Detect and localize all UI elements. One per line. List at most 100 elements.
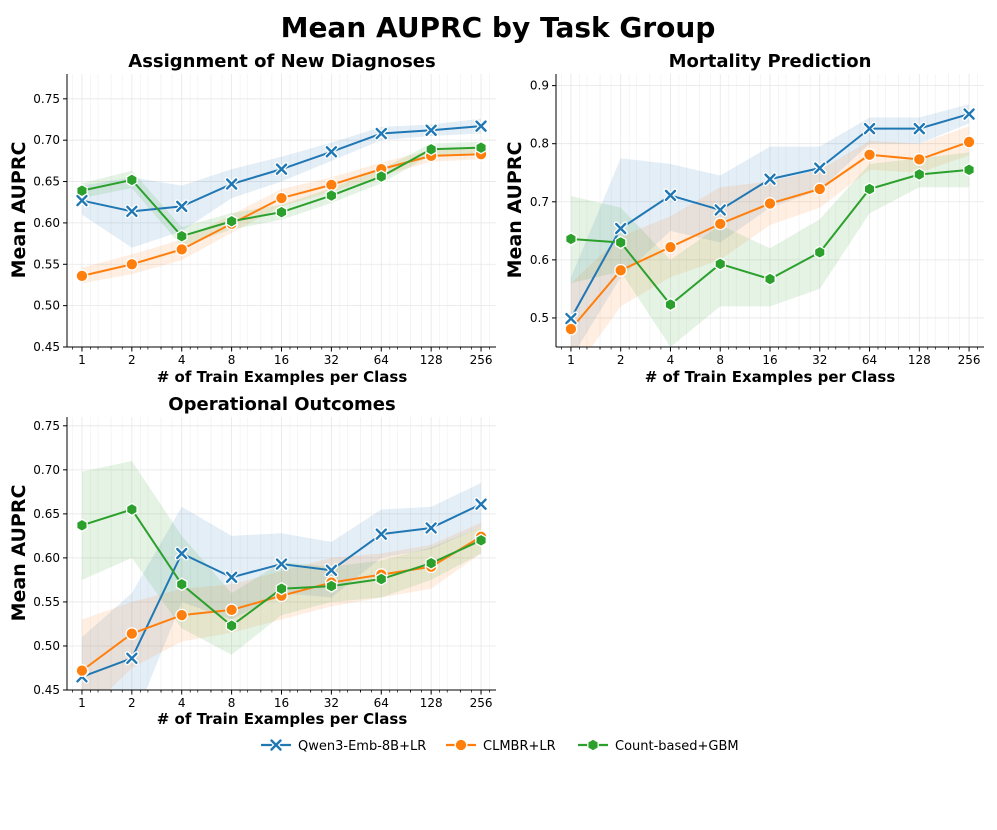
- point-qwen-32: [324, 144, 339, 159]
- point-count-gbm-64: [375, 169, 388, 184]
- x-tick-label: 16: [274, 353, 289, 367]
- y-tick-label: 0.50: [33, 299, 60, 313]
- point-qwen-16: [274, 557, 289, 572]
- y-tick-label: 0.75: [33, 92, 60, 106]
- point-count-gbm-2: [614, 235, 627, 250]
- point-count-gbm-4: [175, 229, 188, 243]
- point-clmbr-16: [763, 197, 777, 210]
- point-count-gbm-16: [275, 205, 288, 219]
- panel-title: Assignment of New Diagnoses: [128, 51, 435, 72]
- point-count-gbm-128: [913, 167, 926, 182]
- x-tick-label: 256: [958, 353, 981, 367]
- axes: 0.45 0.50 0.55 0.60 0.65 0.70 0.75 1 2 4 8 16 32 64 12…: [33, 417, 496, 710]
- point-qwen-8: [224, 570, 239, 585]
- legend-item-qwen: Qwen3-Emb-8B+LR: [261, 738, 426, 754]
- point-clmbr-2: [614, 263, 628, 277]
- point-clmbr-8: [225, 603, 239, 617]
- legend-symbol: [269, 738, 283, 752]
- series-markers: [74, 497, 489, 684]
- point-qwen-64: [374, 527, 389, 542]
- point-count-gbm-256: [963, 163, 975, 177]
- point-count-gbm-32: [325, 188, 338, 203]
- panel-operational-outcomes: Operational Outcomes # of Train Examples…: [8, 394, 496, 728]
- legend-symbol: [454, 738, 468, 752]
- x-tick-label: 64: [862, 353, 877, 367]
- x-tick-label: 128: [420, 696, 443, 710]
- point-count-gbm-16: [275, 581, 288, 596]
- ci-band-qwen: [81, 118, 482, 248]
- x-tick-label: 256: [470, 353, 493, 367]
- grid: [556, 74, 984, 347]
- x-tick-label: 2: [128, 696, 136, 710]
- point-qwen-1: [74, 193, 89, 208]
- legend-item-clmbr: CLMBR+LR: [446, 738, 556, 754]
- grid: [67, 74, 496, 348]
- point-count-gbm-128: [425, 142, 438, 157]
- ci-band-clmbr: [81, 522, 482, 690]
- x-axis-label: # of Train Examples per Class: [645, 368, 896, 386]
- legend-item-count-gbm: Count-based+GBM: [578, 738, 739, 754]
- y-tick-label: 0.55: [33, 595, 60, 609]
- point-qwen-256: [474, 497, 489, 512]
- y-tick-label: 0.45: [33, 340, 60, 354]
- legend-label-count-gbm: Count-based+GBM: [615, 739, 739, 754]
- point-qwen-64: [862, 121, 877, 136]
- point-clmbr-128: [912, 152, 926, 166]
- x-tick-label: 64: [374, 353, 389, 367]
- ci-band-clmbr: [570, 126, 970, 347]
- point-qwen-2: [613, 221, 628, 236]
- point-clmbr-2: [125, 627, 139, 641]
- point-count-gbm-4: [175, 577, 188, 592]
- y-tick-label: 0.65: [33, 175, 60, 189]
- y-tick-label: 0.70: [33, 463, 60, 477]
- point-clmbr-8: [713, 217, 727, 231]
- x-tick-label: 256: [470, 696, 493, 710]
- point-count-gbm-2: [126, 173, 138, 187]
- point-qwen-256: [474, 119, 489, 134]
- x-tick-label: 2: [617, 353, 625, 367]
- point-count-gbm-16: [764, 272, 776, 286]
- figure-title: Mean AUPRC by Task Group: [281, 11, 716, 44]
- point-clmbr-2: [125, 257, 139, 271]
- point-qwen-32: [324, 563, 339, 578]
- y-tick-label: 0.8: [530, 137, 549, 151]
- legend-label-clmbr: CLMBR+LR: [483, 739, 556, 754]
- point-qwen-16: [763, 172, 777, 187]
- point-clmbr-32: [813, 182, 827, 196]
- ci-band-count-gbm: [81, 461, 482, 655]
- point-qwen-2: [124, 204, 139, 219]
- y-tick-label: 0.55: [33, 257, 60, 271]
- legend-marker-qwen: [269, 738, 283, 752]
- y-tick-label: 0.5: [530, 311, 549, 325]
- point-count-gbm-64: [375, 572, 388, 586]
- x-tick-label: 1: [567, 353, 575, 367]
- ci-band-count-gbm: [81, 141, 482, 247]
- x-tick-label: 8: [228, 696, 236, 710]
- legend-symbol: [587, 738, 599, 752]
- point-count-gbm-8: [225, 214, 238, 229]
- point-clmbr-1: [75, 664, 89, 678]
- x-axis-label: # of Train Examples per Class: [157, 368, 408, 386]
- point-qwen-8: [224, 177, 239, 192]
- y-axis-label: Mean AUPRC: [504, 142, 526, 279]
- point-qwen-16: [274, 162, 289, 177]
- legend-marker-count-gbm: [587, 738, 599, 752]
- point-clmbr-64: [863, 148, 876, 162]
- y-tick-label: 0.7: [530, 195, 549, 209]
- x-tick-label: 16: [274, 696, 289, 710]
- x-tick-label: 4: [667, 353, 675, 367]
- axes: 0.45 0.50 0.55 0.60 0.65 0.70 0.75 1 2 4 8 16 32 64 12…: [33, 74, 496, 367]
- point-count-gbm-64: [863, 182, 876, 196]
- x-tick-label: 1: [78, 353, 86, 367]
- legend-label-qwen: Qwen3-Emb-8B+LR: [298, 739, 426, 754]
- y-tick-label: 0.60: [33, 216, 60, 230]
- point-qwen-1: [563, 311, 578, 326]
- point-count-gbm-8: [225, 618, 238, 633]
- x-tick-label: 32: [324, 696, 339, 710]
- point-count-gbm-32: [813, 245, 826, 260]
- point-qwen-32: [812, 161, 827, 176]
- x-axis-label: # of Train Examples per Class: [157, 710, 408, 728]
- point-clmbr-4: [664, 240, 677, 254]
- point-count-gbm-4: [664, 297, 677, 312]
